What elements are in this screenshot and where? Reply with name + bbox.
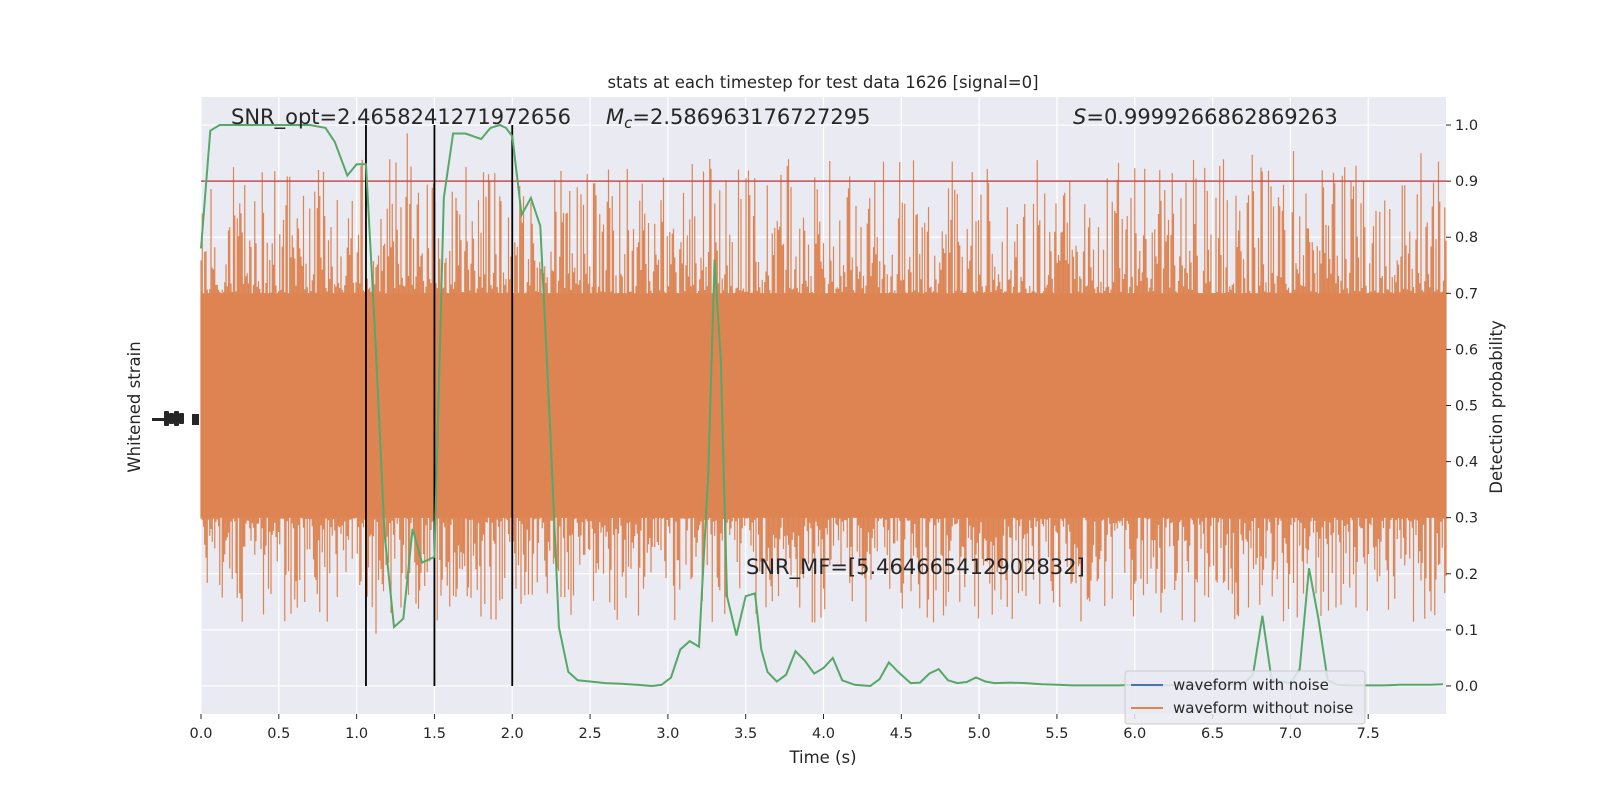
right-y-tick-label: 0.5 (1455, 399, 1478, 415)
x-tick-label: 4.5 (890, 726, 913, 742)
annotation-chirp-mass-value: =2.586963176727295 (632, 105, 870, 129)
annotation-chirp-mass-subscript: c (624, 114, 633, 132)
annotation-chirp-mass: Mc=2.586963176727295 (606, 105, 870, 132)
right-y-tick-label: 0.1 (1455, 623, 1478, 639)
chart-title: stats at each timestep for test data 162… (607, 73, 1038, 92)
annotation-chirp-mass-symbol: M (606, 105, 624, 129)
x-tick-label: 6.5 (1201, 726, 1224, 742)
left-y-tick-marks (152, 411, 199, 426)
left-y-tick-glyph (192, 414, 199, 425)
x-tick-label: 4.0 (812, 726, 835, 742)
right-y-ticks: 0.0 0.1 0.2 0.3 0.4 0.5 0.6 0.7 0.8 0.9 1.0 (1446, 118, 1478, 695)
left-y-tick-glyph (174, 411, 179, 426)
x-tick-label: 3.5 (734, 726, 757, 742)
left-y-tick-glyph (169, 413, 174, 424)
x-tick-label: 0.5 (267, 726, 290, 742)
x-tick-label: 3.0 (656, 726, 679, 742)
annotation-s: S=0.9999266862869263 (1073, 105, 1338, 129)
strain-spikes (200, 133, 1447, 634)
x-tick-label: 2.5 (579, 726, 602, 742)
annotation-snr-opt: SNR_opt=2.4658241271972656 (231, 105, 571, 130)
x-tick-label: 5.0 (968, 726, 991, 742)
legend: waveform with noise waveform without noi… (1124, 670, 1366, 725)
legend-label-with-noise: waveform with noise (1173, 676, 1329, 694)
x-tick-label: 1.0 (345, 726, 368, 742)
x-tick-label: 1.5 (423, 726, 446, 742)
annotation-s-value: =0.9999266862869263 (1086, 105, 1337, 129)
annotation-s-symbol: S (1073, 105, 1086, 129)
x-tick-label: 2.0 (501, 726, 524, 742)
right-y-tick-label: 0.7 (1455, 286, 1478, 302)
right-y-tick-label: 0.4 (1455, 455, 1478, 471)
x-axis-label: Time (s) (788, 748, 856, 767)
left-y-tick-glyph (179, 413, 184, 424)
left-y-axis-label: Whitened strain (125, 341, 144, 472)
right-y-tick-label: 0.9 (1455, 174, 1478, 190)
x-tick-label: 7.0 (1279, 726, 1302, 742)
x-tick-label: 5.5 (1045, 726, 1068, 742)
x-tick-label: 0.0 (189, 726, 212, 742)
right-y-tick-label: 1.0 (1455, 118, 1478, 134)
left-y-tick-glyph (152, 418, 168, 421)
right-y-tick-label: 0.0 (1455, 679, 1478, 695)
annotation-snr-mf: SNR_MF=[5.464665412902832] (746, 555, 1085, 580)
legend-label-without-noise: waveform without noise (1173, 699, 1353, 717)
vertical-lines (365, 125, 514, 686)
x-tick-label: 6.0 (1123, 726, 1146, 742)
right-y-tick-label: 0.6 (1455, 342, 1478, 358)
waveform-without-noise-line (200, 133, 1447, 634)
right-y-tick-label: 0.3 (1455, 511, 1478, 527)
right-y-tick-label: 0.8 (1455, 230, 1478, 246)
right-y-tick-label: 0.2 (1455, 567, 1478, 583)
x-tick-label: 7.5 (1357, 726, 1380, 742)
x-ticks: 0.0 0.5 1.0 1.5 2.0 2.5 3.0 3.5 4.0 4.5 5.0 5.5 6.0 6… (189, 714, 1380, 742)
right-y-axis-label: Detection probability (1487, 320, 1506, 494)
legend-box (1124, 670, 1366, 725)
